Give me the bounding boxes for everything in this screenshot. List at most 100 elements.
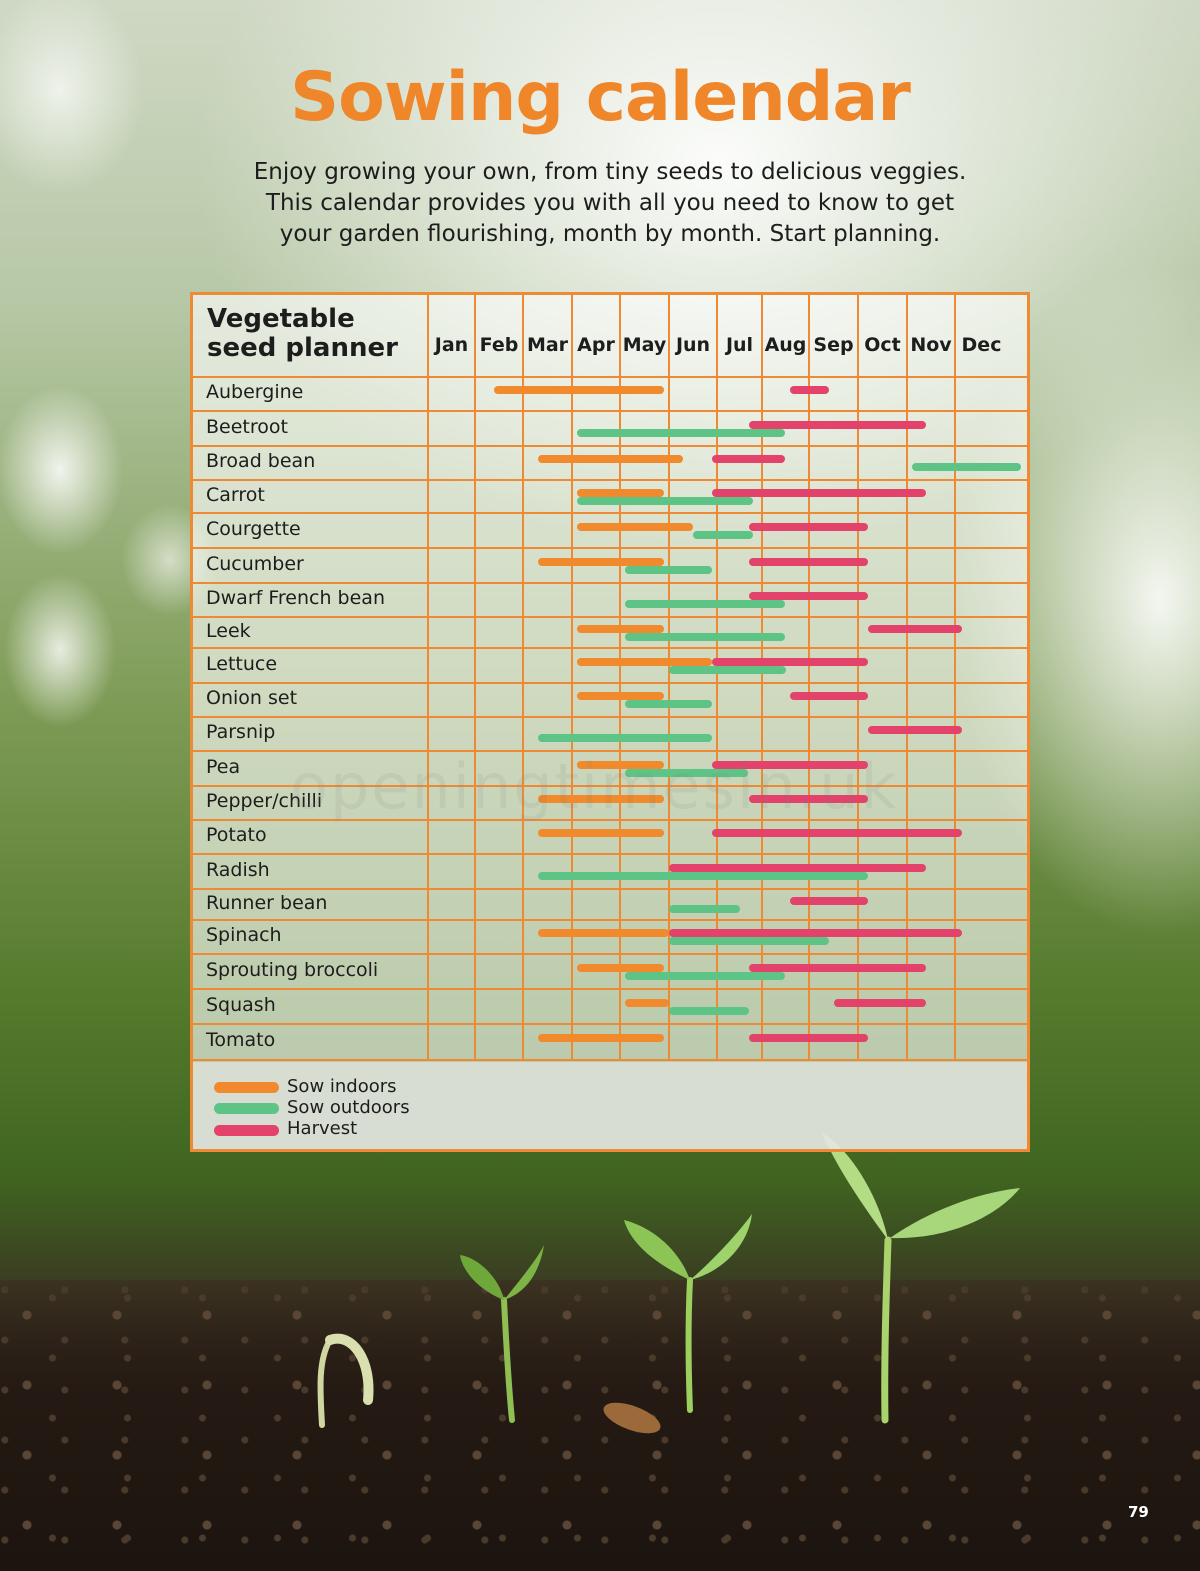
month-header-sep: Sep (813, 334, 854, 356)
grid-column-line (808, 293, 810, 1060)
bar-outdoors (669, 904, 740, 913)
vegetable-label: Courgette (206, 517, 301, 540)
grid-row-line (191, 953, 1028, 955)
bar-harvest (748, 795, 868, 803)
legend-label-harvest: Harvest (287, 1118, 358, 1139)
month-header-mar: Mar (526, 334, 569, 356)
grid-column-line (716, 293, 718, 1060)
bar-outdoors (624, 768, 749, 777)
vegetable-label: Spinach (206, 924, 282, 946)
vegetable-label: Onion set (206, 687, 298, 709)
bar-indoors (576, 963, 665, 972)
vegetable-label: Parsnip (206, 721, 276, 743)
vegetable-label: Radish (206, 858, 270, 881)
bar-harvest (748, 522, 868, 531)
bar-indoors (537, 557, 665, 566)
grid-row-line (191, 919, 1028, 921)
vegetable-label: Pepper/chilli (206, 790, 323, 812)
bar-harvest (748, 592, 868, 600)
bar-indoors (576, 657, 713, 666)
bar-indoors (537, 929, 669, 937)
grid-row-line (191, 512, 1028, 514)
bar-indoors (576, 624, 665, 633)
bar-indoors (576, 522, 693, 531)
legend-label-sow-outdoors: Sow outdoors (287, 1097, 410, 1118)
bar-harvest (748, 1034, 868, 1042)
bar-harvest (712, 657, 868, 666)
vegetable-label: Potato (206, 824, 267, 846)
bar-harvest (712, 488, 927, 497)
bar-indoors (537, 455, 684, 463)
vegetable-label: Lettuce (206, 652, 278, 675)
grid-row-line (191, 853, 1028, 855)
vegetable-label: Broad bean (206, 450, 316, 472)
grid-row-line (191, 410, 1028, 412)
bar-outdoors (693, 530, 753, 539)
bar-outdoors (624, 632, 786, 641)
legend-swatch-sow-indoors (214, 1082, 279, 1093)
page-subtitle: Enjoy growing your own, from tiny seeds … (230, 157, 990, 250)
bar-outdoors (624, 971, 786, 980)
bar-harvest (712, 455, 786, 463)
subtitle-line: your garden flourishing, month by month.… (279, 221, 941, 247)
vegetable-label: Dwarf French bean (206, 587, 385, 609)
bar-harvest (712, 760, 868, 769)
vegetable-label: Sprouting broccoli (206, 958, 379, 981)
grid-column-line (761, 293, 763, 1060)
bar-harvest (669, 863, 927, 872)
grid-column-line (474, 293, 476, 1060)
page-number: 79 (1128, 1503, 1149, 1521)
vegetable-label: Beetroot (206, 415, 288, 438)
bar-indoors (494, 386, 665, 394)
bar-indoors (537, 1034, 665, 1042)
grid-row-line (191, 547, 1028, 549)
bar-harvest (790, 386, 829, 394)
bar-outdoors (537, 871, 868, 880)
vegetable-label: Leek (206, 619, 251, 642)
legend-swatch-sow-outdoors (214, 1103, 279, 1114)
grid-column-line (954, 293, 956, 1060)
bar-harvest (833, 998, 927, 1007)
bar-harvest (748, 963, 927, 972)
bar-outdoors (537, 734, 713, 742)
bar-outdoors (624, 565, 713, 574)
month-header-apr: Apr (577, 334, 615, 356)
vegetable-label: Runner bean (206, 891, 328, 914)
bar-outdoors (624, 700, 713, 708)
bar-outdoors (576, 496, 753, 505)
month-header-oct: Oct (864, 334, 901, 356)
month-header-nov: Nov (910, 334, 952, 356)
page-title: Sowing calendar (290, 58, 911, 137)
grid-row-line (191, 445, 1028, 447)
bar-indoors (576, 488, 665, 497)
grid-row-line (191, 479, 1028, 481)
bar-harvest (748, 420, 927, 429)
bar-indoors (537, 795, 665, 803)
grid-column-line (571, 293, 573, 1060)
month-header-aug: Aug (764, 334, 807, 356)
vegetable-label: Squash (206, 993, 276, 1016)
legend-label-sow-indoors: Sow indoors (287, 1076, 397, 1097)
grid-row-line (191, 988, 1028, 990)
bar-outdoors (669, 1006, 749, 1015)
grid-column-line (906, 293, 908, 1060)
bar-harvest (669, 929, 963, 937)
grid-row-line (191, 716, 1028, 718)
grid-row-line (191, 582, 1028, 584)
month-header-feb: Feb (479, 334, 519, 356)
bar-outdoors (669, 937, 829, 945)
bar-indoors (624, 998, 669, 1007)
grid-column-line (668, 293, 670, 1060)
bar-harvest (712, 829, 963, 837)
grid-row-line (191, 616, 1028, 618)
grid-row-line (191, 785, 1028, 787)
watermark: openingtimesin.uk (290, 750, 899, 823)
grid-column-line (522, 293, 524, 1060)
month-header-jun: Jun (675, 334, 711, 356)
grid-row-line (191, 819, 1028, 821)
bar-indoors (576, 760, 665, 769)
grid-row-line (191, 682, 1028, 684)
subtitle-line: Enjoy growing your own, from tiny seeds … (253, 159, 967, 185)
month-header-dec: Dec (961, 334, 1002, 356)
